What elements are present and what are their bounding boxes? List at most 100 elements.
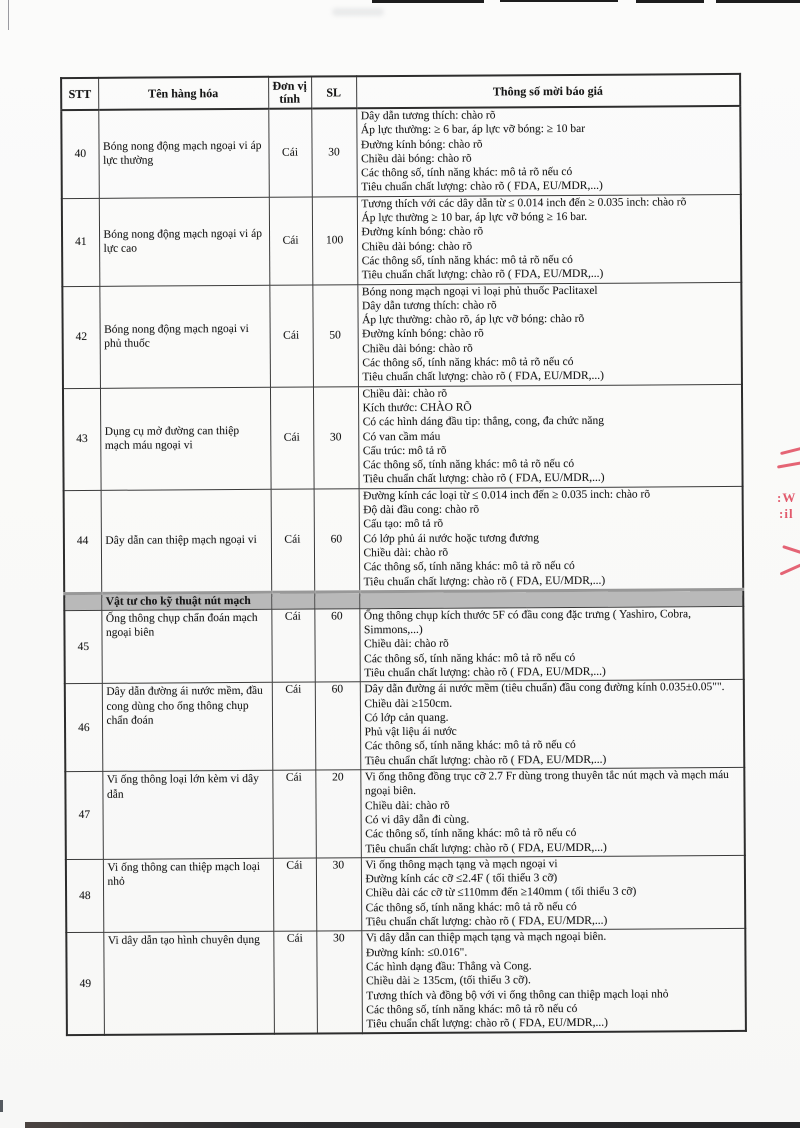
cell-qty: 20 bbox=[315, 769, 361, 858]
cell-unit: Cái bbox=[272, 770, 316, 859]
cell-unit: Cái bbox=[271, 608, 315, 683]
red-pen-stroke bbox=[782, 545, 800, 556]
spec-line: Dây dẫn đường ái nước mềm (tiêu chuẩn) đ… bbox=[364, 681, 725, 696]
spec-line: Tiêu chuẩn chất lượng: chào rõ ( FDA, EU… bbox=[365, 914, 608, 929]
cell-stt: 40 bbox=[61, 109, 99, 199]
cell-stt: 44 bbox=[63, 490, 102, 594]
cell-specs: Tương thích với các dây dẫn từ ≤ 0.014 i… bbox=[356, 194, 742, 285]
table-row: 45 Ống thông chụp chẩn đoán mạch ngoại bi… bbox=[64, 606, 744, 684]
table-row: 44 Dây dẫn can thiệp mạch ngoại vi Cái 60 Đư… bbox=[63, 486, 744, 594]
spec-line: Tiêu chuẩn chất lượng: chào rõ ( FDA, EU… bbox=[361, 268, 604, 282]
cell-unit: Cái bbox=[268, 108, 312, 198]
cell-specs: Chiều dài: chào rõ Kích thước: CHÀO RÕ Có … bbox=[357, 384, 743, 489]
cell-stt: 49 bbox=[66, 932, 104, 1036]
cell-specs: Vi ống thông mạch tạng và mạch ngoại vi Đ… bbox=[360, 855, 746, 932]
cell-unit: Cái bbox=[270, 488, 315, 593]
table-row: 41 Bóng nong động mạch ngoại vi áp lực ca… bbox=[61, 194, 742, 287]
section-header-cell bbox=[64, 593, 102, 611]
cell-qty: 60 bbox=[314, 682, 361, 771]
quotation-spec-table: STT Tên hàng hóa Đơn vị tính SL Thông số… bbox=[60, 72, 747, 1037]
cell-qty: 60 bbox=[314, 608, 360, 683]
cell-name: Ống thông chụp chẩn đoán mạch ngoại biên bbox=[101, 609, 272, 684]
cell-unit: Cái bbox=[272, 857, 317, 932]
table-row: 47 Vi ống thông loại lớn kèm vi dây dẫn Cá… bbox=[65, 767, 745, 860]
col-header-specs: Thông số mời báo giá bbox=[356, 73, 741, 109]
cell-stt: 46 bbox=[64, 683, 103, 772]
spec-line: Ống thông chụp kích thước 5F có đầu cong… bbox=[363, 608, 691, 637]
cell-stt: 47 bbox=[65, 771, 103, 860]
red-pen-stroke bbox=[776, 460, 800, 469]
table-row: 46 Dây dẫn đường ái nước mềm, đầu cong dù… bbox=[64, 679, 745, 772]
cell-unit: Cái bbox=[269, 386, 314, 490]
scan-artifact-top-dash bbox=[500, 0, 618, 2]
spec-line: Tiêu chuẩn chất lượng: chào rõ ( FDA, EU… bbox=[366, 1016, 608, 1031]
red-pen-stroke bbox=[779, 561, 800, 576]
cell-qty: 100 bbox=[311, 196, 358, 285]
cell-stt: 41 bbox=[61, 198, 100, 287]
cell-name: Vi ống thông loại lớn kèm vi dây dẫn bbox=[102, 770, 273, 860]
spec-line: Tiêu chuẩn chất lượng: chào rõ ( FDA, EU… bbox=[361, 180, 603, 194]
col-header-unit: Đơn vị tính bbox=[268, 76, 312, 109]
spec-line: Tiêu chuẩn chất lượng: chào rõ ( FDA, EU… bbox=[364, 753, 607, 768]
cell-specs: Vi dây dẫn can thiệp mạch tạng và mạch n… bbox=[361, 928, 746, 1034]
spec-line: Tiêu chuẩn chất lượng: chào rõ ( FDA, EU… bbox=[364, 665, 606, 680]
red-pen-writing: :W bbox=[777, 490, 797, 505]
cell-qty: 30 bbox=[316, 931, 362, 1034]
scan-artifact-smudge bbox=[332, 8, 384, 16]
cell-stt: 48 bbox=[65, 859, 104, 933]
scan-artifact-top-dash bbox=[716, 0, 800, 3]
col-header-qty: SL bbox=[311, 76, 357, 109]
table-row: 49 Vi dây dẫn tạo hình chuyên dụng Cái 30 Vi… bbox=[66, 928, 746, 1036]
cell-qty: 50 bbox=[312, 284, 358, 387]
cell-name: Dụng cụ mở đường can thiệp mạch máu ngoạ… bbox=[99, 386, 271, 491]
cell-name: Bóng nong động mạch ngoại vi phủ thuốc bbox=[99, 284, 270, 388]
cell-specs: Dây dẫn đường ái nước mềm (tiêu chuẩn) đ… bbox=[359, 679, 745, 770]
cell-specs: Đường kính các loại từ ≤ 0.014 inch đến … bbox=[358, 486, 744, 592]
cell-stt: 42 bbox=[62, 285, 100, 389]
cell-stt: 45 bbox=[64, 610, 102, 684]
table-body: 40 Bóng nong động mạch ngoại vi áp lực th… bbox=[61, 105, 746, 1036]
cell-unit: Cái bbox=[269, 284, 313, 387]
scan-artifact-top-dash bbox=[636, 0, 704, 3]
cell-name: Vi ống thông can thiệp mạch loại nhỏ bbox=[102, 858, 274, 933]
cell-name: Dây dẫn đường ái nước mềm, đầu cong dùng… bbox=[101, 682, 273, 772]
red-pen-stroke bbox=[780, 445, 800, 456]
cell-unit: Cái bbox=[268, 196, 313, 285]
section-header-cell bbox=[314, 591, 360, 609]
cell-unit: Cái bbox=[273, 931, 317, 1035]
spec-line: Tiêu chuẩn chất lượng: chào rõ ( FDA, EU… bbox=[363, 574, 606, 588]
cell-qty: 30 bbox=[311, 108, 357, 197]
table-header-row: STT Tên hàng hóa Đơn vị tính SL Thông số… bbox=[61, 73, 741, 111]
scan-artifact-bottom-strip bbox=[25, 1122, 800, 1128]
section-header-label: Vật tư cho kỹ thuật nút mạch bbox=[101, 592, 272, 611]
col-header-stt: STT bbox=[61, 77, 99, 111]
cell-name: Bóng nong động mạch ngoại vi áp lực cao bbox=[98, 197, 270, 286]
scan-artifact-bottom-nub bbox=[0, 1100, 3, 1112]
table-row: 40 Bóng nong động mạch ngoại vi áp lực th… bbox=[61, 105, 741, 199]
cell-specs: Bóng nong mạch ngoại vi loại phủ thuốc P… bbox=[357, 281, 742, 387]
cell-name: Dây dẫn can thiệp mạch ngoại vi bbox=[100, 489, 272, 594]
cell-unit: Cái bbox=[271, 682, 316, 771]
section-header-cell bbox=[271, 591, 315, 610]
cell-qty: 60 bbox=[313, 488, 360, 592]
spec-line: Tiêu chuẩn chất lượng: chào rõ ( FDA, EU… bbox=[363, 472, 605, 486]
red-pen-writing: :il bbox=[779, 506, 794, 521]
cell-qty: 30 bbox=[315, 857, 362, 932]
cell-specs: Ống thông chụp kích thước 5F có đầu cong… bbox=[359, 606, 744, 683]
table-row: 43 Dụng cụ mở đường can thiệp mạch máu ng… bbox=[62, 384, 743, 491]
cell-specs: Vi ống thông đồng trục cỡ 2.7 Fr dùng tr… bbox=[360, 767, 745, 858]
spec-line: Tiêu chuẩn chất lượng: chào rõ ( FDA, EU… bbox=[365, 841, 607, 855]
spec-line: Vi ống thông đồng trục cỡ 2.7 Fr dùng tr… bbox=[364, 769, 729, 798]
cell-qty: 30 bbox=[312, 386, 359, 489]
cell-name: Vi dây dẫn tạo hình chuyên dụng bbox=[103, 931, 274, 1036]
col-header-name: Tên hàng hóa bbox=[98, 76, 269, 110]
cell-specs: Dây dẫn tương thích: chào rõ Áp lực thườn… bbox=[356, 105, 741, 197]
scan-artifact-left-edge bbox=[8, 0, 9, 30]
spec-line: Tiêu chuẩn chất lượng: chào rõ ( FDA, EU… bbox=[362, 370, 604, 384]
scan-artifact-top-dash bbox=[372, 0, 484, 3]
cell-stt: 43 bbox=[62, 387, 101, 491]
spec-line: Tương thích với các dây dẫn từ ≤ 0.014 i… bbox=[361, 196, 687, 211]
table-row: 48 Vi ống thông can thiệp mạch loại nhỏ Cá… bbox=[65, 855, 746, 933]
table-row: 42 Bóng nong động mạch ngoại vi phủ thuốc… bbox=[62, 281, 742, 389]
